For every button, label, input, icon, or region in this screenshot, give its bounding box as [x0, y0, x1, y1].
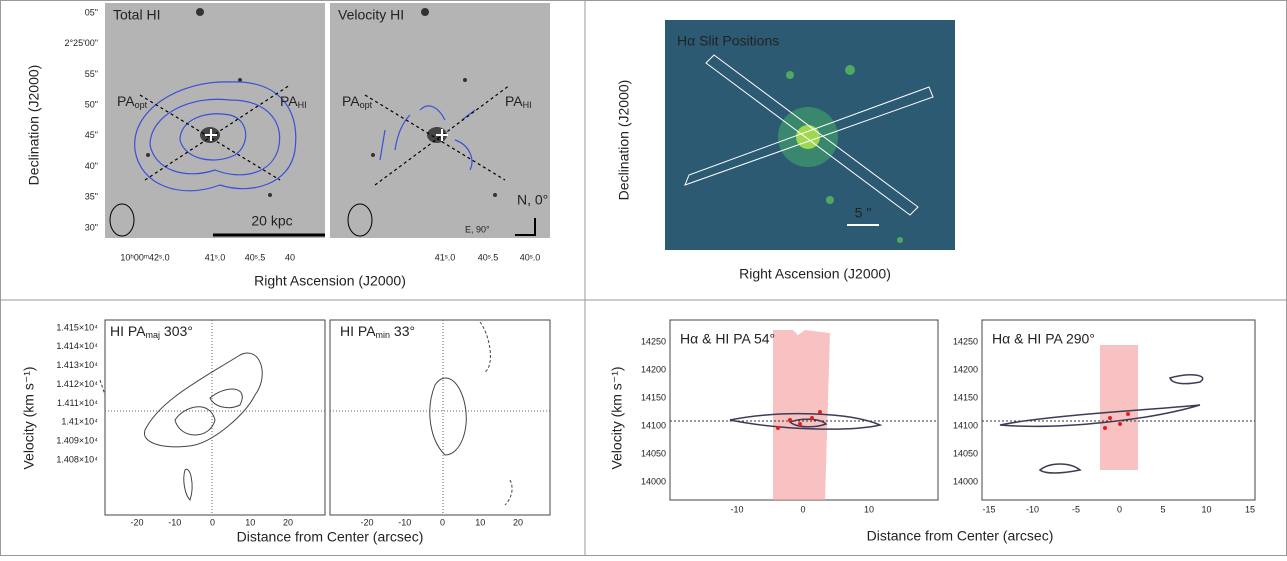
x-tick-label: -10 — [1026, 504, 1039, 514]
y-tick-label: 35" — [85, 192, 98, 202]
y-tick-label: 1.411×10⁴ — [57, 398, 98, 408]
y-tick-label: 14150 — [641, 392, 666, 402]
y-tick-label: 1.415×10⁴ — [56, 322, 98, 332]
x-axis-label: Right Ascension (J2000) — [254, 273, 406, 289]
compass-n: N, 0° — [517, 192, 548, 208]
y-tick-label: 45" — [85, 130, 98, 140]
x-tick-label: 0 — [800, 504, 805, 514]
panel-title: Velocity HI — [338, 7, 404, 23]
y-tick-label: 14100 — [641, 420, 666, 430]
panel-title: HI PAmin 33° — [340, 323, 415, 341]
pa-hi-label-sub: HI — [523, 100, 532, 110]
y-tick-label: 14200 — [641, 364, 666, 374]
y-tick-label: 40" — [85, 161, 98, 171]
title-main: HI PA — [340, 323, 376, 339]
pa-opt-label-main: PA — [117, 93, 135, 109]
panel-title: Total HI — [113, 7, 160, 23]
y-axis-label: Velocity (km s⁻¹) — [609, 366, 625, 469]
panel-title: HI PAmaj 303° — [110, 323, 193, 341]
x-tick-label: -10 — [730, 504, 743, 514]
y-tick-label: 14250 — [953, 336, 978, 346]
x-tick-label: -20 — [360, 517, 373, 527]
y-tick-label: 1.413×10⁴ — [56, 360, 98, 370]
x-tick-label: -10 — [398, 517, 411, 527]
panel-title: Hα Slit Positions — [677, 33, 779, 49]
y-tick-label: 1.412×10⁴ — [56, 379, 98, 389]
x-axis-label: Right Ascension (J2000) — [739, 266, 891, 282]
x-tick-label: -20 — [130, 517, 143, 527]
y-tick-label: 14100 — [953, 420, 978, 430]
y-tick-label: 55" — [85, 69, 98, 79]
labels: Declination (J2000) Right Ascension (J200… — [21, 7, 1255, 545]
y-tick-label: 14200 — [953, 364, 978, 374]
x-axis-label: Distance from Center (arcsec) — [237, 529, 424, 545]
halpha-image — [665, 20, 955, 250]
y-tick-label: 14050 — [641, 448, 666, 458]
x-tick-label: 15 — [1245, 504, 1255, 514]
x-tick-label: 0 — [440, 517, 445, 527]
x-tick-label: 20 — [283, 517, 293, 527]
y-axis-label: Declination (J2000) — [26, 65, 42, 186]
y-tick-label: 14150 — [953, 392, 978, 402]
x-tick-label: 40ˢ.5 — [478, 252, 499, 262]
x-tick-label: 10 — [864, 504, 874, 514]
hi-images — [105, 3, 550, 238]
title-rest: 303° — [160, 323, 193, 339]
pa-hi-label-main: PA — [280, 93, 298, 109]
x-tick-label: -5 — [1072, 504, 1080, 514]
x-tick-label: 10ʰ00ᵐ42ˢ.0 — [120, 252, 169, 262]
title-rest: 33° — [390, 323, 415, 339]
x-axis-label: Distance from Center (arcsec) — [867, 528, 1054, 544]
panel-title: Hα & HI PA 54° — [680, 331, 775, 347]
y-tick-label: 14000 — [641, 476, 666, 486]
y-tick-label: 50" — [85, 100, 98, 110]
x-tick-label: 40ˢ.5 — [245, 252, 266, 262]
x-tick-label: 40 — [285, 252, 295, 262]
scale-label: 20 kpc — [251, 213, 292, 229]
pa-hi-label-main: PA — [505, 93, 523, 109]
x-tick-label: 10 — [1201, 504, 1211, 514]
y-tick-label: 14000 — [953, 476, 978, 486]
y-tick-label: 2°25'00" — [64, 38, 98, 48]
title-sub: min — [376, 330, 391, 340]
y-tick-label: 30" — [85, 222, 98, 232]
scale-label: 5 " — [855, 205, 872, 221]
x-tick-label: 40ˢ.0 — [520, 252, 541, 262]
y-axis-label: Declination (J2000) — [616, 80, 632, 201]
x-tick-label: -10 — [168, 517, 181, 527]
pa-opt-label-main: PA — [342, 93, 360, 109]
pa-opt-label: PAopt — [342, 93, 373, 111]
y-tick-label: 14050 — [953, 448, 978, 458]
y-tick-label: 14250 — [641, 336, 666, 346]
x-tick-label: 41ˢ.0 — [435, 252, 456, 262]
y-tick-label: 05" — [85, 7, 98, 17]
x-tick-label: 41ˢ.0 — [205, 252, 226, 262]
pa-opt-label-sub: opt — [360, 100, 373, 110]
x-tick-label: 5 — [1160, 504, 1165, 514]
x-tick-label: 10 — [245, 517, 255, 527]
y-tick-label: 1.414×10⁴ — [56, 341, 98, 351]
pa-hi-label: PAHI — [505, 93, 532, 111]
pa-hi-label-sub: HI — [298, 100, 307, 110]
title-main: HI PA — [110, 323, 146, 339]
x-tick-label: 10 — [475, 517, 485, 527]
panel-title: Hα & HI PA 290° — [992, 331, 1095, 347]
pa-opt-label-sub: opt — [135, 100, 148, 110]
y-tick-label: 1.409×10⁴ — [56, 436, 98, 446]
x-tick-label: 0 — [210, 517, 215, 527]
x-tick-label: 0 — [1117, 504, 1122, 514]
pv-frames — [99, 319, 551, 516]
compass-e: E, 90° — [465, 224, 490, 234]
y-tick-label: 1.41×10⁴ — [61, 417, 98, 427]
title-sub: maj — [146, 330, 161, 340]
y-axis-label: Velocity (km s⁻¹) — [21, 366, 37, 469]
x-tick-label: 20 — [513, 517, 523, 527]
x-tick-label: -15 — [982, 504, 995, 514]
pa-opt-label: PAopt — [117, 93, 148, 111]
y-tick-label: 1.408×10⁴ — [56, 454, 98, 464]
pv-frames-halpha — [669, 319, 1256, 501]
pa-hi-label: PAHI — [280, 93, 307, 111]
